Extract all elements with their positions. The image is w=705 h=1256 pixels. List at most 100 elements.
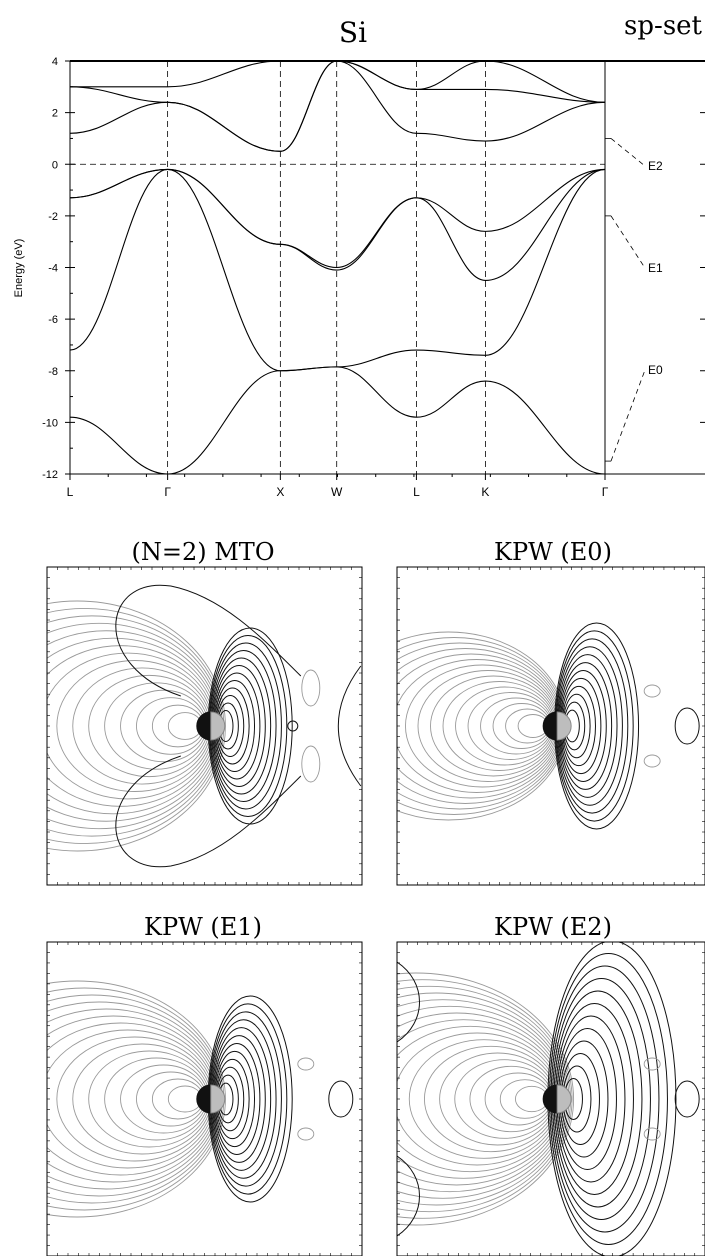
corner-label: sp-set [624,11,703,41]
positive-contour [397,1155,420,1237]
negative-contour [72,667,212,785]
kpoint-label: L [413,485,420,499]
negative-contour [88,674,211,778]
panel-title: KPW (E0) [494,538,612,566]
positive-contour [328,1080,354,1118]
contour-panel-kpw-e2: KPW (E2) [396,913,705,1256]
negative-contour [47,1008,220,1190]
negative-contour [88,1050,211,1148]
atom-black-half [196,711,212,741]
atom-black-half [196,1084,212,1114]
positive-envelope [115,584,302,868]
negative-contour [47,987,225,1211]
y-tick-label: -2 [48,211,58,223]
energy-marker-label: E1 [648,261,663,275]
negative-contour [643,684,661,698]
negative-contour [47,1029,215,1169]
kpoint-label: Γ [602,485,609,499]
band-axes: 4 2 0 -2 -4 -6 -8 -10 -12 L Γ X W L K Γ [42,56,705,499]
y-axis-label: Energy (eV) [13,239,25,298]
negative-contour [499,1079,551,1119]
y-tick-label: -8 [48,366,58,378]
negative-contour [643,1127,661,1141]
negative-contour [455,686,555,766]
kpoint-label: L [67,485,74,499]
y-tick-label: -4 [48,263,58,275]
negative-contour [47,1015,218,1183]
kpoint-label: K [481,485,489,499]
negative-contour [397,985,572,1213]
negative-contour [151,1078,204,1120]
energy-marker-label: E2 [648,159,663,173]
negative-contour [397,653,562,799]
atom-gray-half [210,1084,226,1114]
negative-contour [47,608,225,844]
contour-group [397,942,700,1256]
negative-contour [492,703,551,749]
negative-contour [442,681,556,771]
negative-contour [397,972,575,1226]
negative-contour [47,615,223,837]
panel-title: KPW (E1) [144,913,262,941]
negative-contour [120,689,207,763]
band-line [70,61,605,152]
band-line [70,61,605,103]
positive-contour [397,961,420,1043]
y-tick-label: -10 [42,417,58,429]
figure-title: Si [339,16,367,49]
negative-contour [301,745,321,783]
contour-group [397,622,700,830]
positive-contour [674,1080,700,1118]
negative-contour [397,992,570,1206]
y-tick-label: -6 [48,314,58,326]
negative-contour [47,630,220,822]
negative-contour [408,1039,560,1159]
negative-contour [469,1065,554,1133]
band-structure-chart: Energy (eV) 420-2-4-6-8-10-12L Γ X W L K Γ E2E… [13,56,705,499]
negative-contour [301,669,321,707]
negative-contour [417,670,559,782]
negative-contour [47,652,215,800]
panel-title: (N=2) MTO [132,538,275,566]
energy-marker-label: E0 [648,363,663,377]
negative-contour [151,704,204,748]
negative-contour [397,1019,564,1179]
energy-marker-leader [610,138,646,167]
band-line [70,168,605,372]
y-tick-label: 0 [52,159,58,171]
band-lines [70,61,605,474]
negative-contour [397,631,567,821]
y-tick-label: -12 [42,469,58,481]
atom-gray-half [556,1084,572,1114]
negative-contour [505,708,550,744]
band-line [70,168,605,281]
atom-black-half [542,711,558,741]
negative-contour [643,754,661,768]
negative-contour [47,980,226,1218]
kpoint-label: X [276,485,284,499]
atom-gray-half [556,711,572,741]
contour-panel-kpw-e0: KPW (E0) [396,538,705,886]
negative-contour [47,637,218,815]
positive-contour [674,707,700,745]
band-line [70,366,605,474]
negative-contour [120,1064,207,1134]
negative-contour [47,994,223,1204]
negative-contour [480,697,552,755]
negative-contour [297,1127,315,1141]
contour-group [47,584,362,868]
kpoint-label: W [331,485,343,499]
negative-contour [439,1052,557,1146]
negative-contour [72,1043,212,1155]
y-tick-label: 2 [52,108,58,120]
contour-group [47,980,354,1218]
kpoint-label: Γ [164,485,171,499]
panel-title: KPW (E2) [494,913,612,941]
negative-contour [397,1005,567,1193]
negative-contour [397,1012,566,1186]
energy-marker-leader [610,369,646,462]
contour-panel-kpw-e1: KPW (E1) [46,913,363,1256]
negative-contour [47,600,226,852]
negative-contour [397,637,566,815]
negative-contour [643,1057,661,1071]
